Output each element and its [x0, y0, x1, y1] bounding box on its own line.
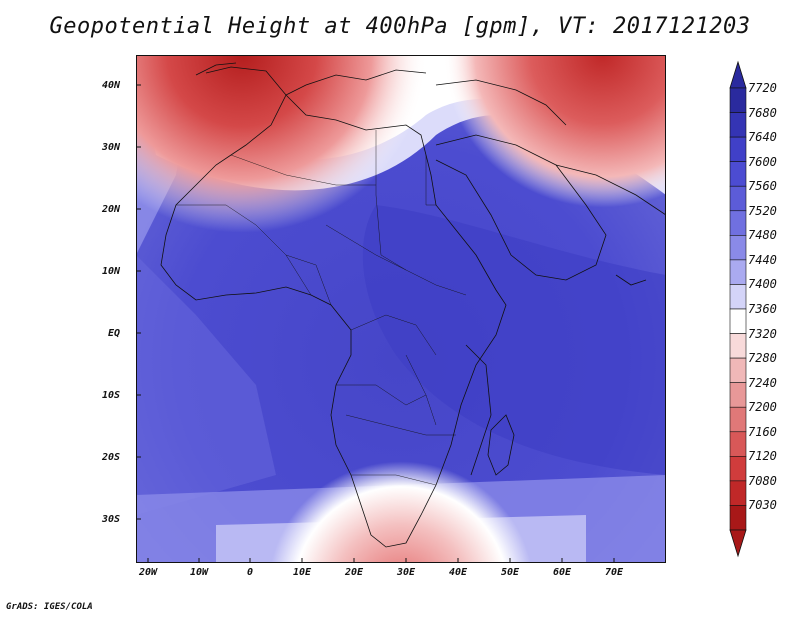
- lon-label-10e: 10E: [292, 567, 312, 578]
- map-panel: [136, 55, 666, 563]
- colorbar-level-label: 7160: [748, 424, 777, 439]
- colorbar-swatch: [729, 333, 747, 359]
- axis-ticks: [136, 84, 615, 563]
- colorbar-swatch: [729, 112, 747, 138]
- colorbar-swatch: [729, 505, 747, 531]
- colorbar-level-label: 7240: [748, 375, 777, 390]
- colorbar-swatch: [729, 161, 747, 187]
- colorbar-swatch: [729, 456, 747, 482]
- lon-label-60e: 60E: [552, 567, 572, 578]
- lon-label-30e: 30E: [396, 567, 416, 578]
- colorbar-level-label: 7560: [748, 179, 777, 194]
- colorbar-level-label: 7030: [748, 498, 777, 513]
- colorbar-level-label: 7080: [748, 473, 777, 488]
- colorbar-swatch: [729, 185, 747, 212]
- lon-label-10w: 10W: [189, 567, 209, 578]
- lon-label-40e: 40E: [448, 567, 468, 578]
- colorbar-swatch: [729, 308, 747, 334]
- colorbar: [729, 60, 747, 558]
- colorbar-level-label: 7360: [748, 302, 777, 316]
- lat-label-30n: 30N: [101, 142, 120, 153]
- country-borders: [176, 130, 467, 486]
- colorbar-swatch: [729, 406, 747, 433]
- lat-label-30s: 30S: [101, 514, 120, 525]
- colorbar-swatch: [729, 235, 747, 261]
- colorbar-level-label: 7720: [748, 81, 777, 95]
- colorbar-level-label: 7400: [748, 277, 777, 292]
- colorbar-level-label: 7600: [748, 154, 777, 169]
- colorbar-level-label: 7640: [748, 130, 777, 145]
- map-frame: [136, 55, 666, 563]
- colorbar-swatch: [729, 87, 747, 113]
- lon-label-20w: 20W: [138, 567, 158, 578]
- contour-map: [136, 55, 666, 563]
- colorbar-level-label: 7480: [748, 228, 777, 243]
- colorbar-swatch: [729, 259, 747, 285]
- colorbar-level-label: 7320: [748, 326, 777, 341]
- colorbar-swatch: [729, 210, 747, 236]
- grads-credit: GrADS: IGES/COLA: [6, 602, 93, 612]
- colorbar-level-label: 7120: [748, 449, 777, 464]
- lon-label-0: 0: [246, 567, 254, 578]
- colorbar-swatch: [729, 357, 747, 383]
- colorbar-swatch: [729, 480, 747, 506]
- colorbar-swatch: [729, 382, 747, 408]
- lat-label-40n: 40N: [101, 80, 120, 91]
- colorbar-swatch: [729, 136, 747, 162]
- lon-label-50e: 50E: [500, 567, 520, 578]
- lat-label-eq: EQ: [107, 328, 120, 339]
- colorbar-level-label: 7520: [748, 203, 777, 218]
- lat-label-10s: 10S: [101, 390, 120, 401]
- coastlines: [160, 62, 666, 548]
- colorbar-swatch: [729, 431, 747, 457]
- colorbar-level-label: 7200: [748, 400, 777, 415]
- colorbar-top-arrow: [729, 60, 747, 89]
- lon-label-70e: 70E: [604, 567, 624, 578]
- lat-label-20s: 20S: [101, 452, 120, 463]
- colorbar-level-label: 7440: [748, 252, 777, 267]
- colorbar-level-label: 7680: [748, 105, 777, 120]
- lat-label-10n: 10N: [101, 266, 120, 277]
- lon-label-20e: 20E: [344, 567, 364, 578]
- chart-title: Geopotential Height at 400hPa [gpm], VT:…: [49, 14, 751, 39]
- colorbar-level-label: 7280: [748, 351, 777, 366]
- colorbar-swatch: [729, 284, 747, 310]
- colorbar-bottom-arrow: [729, 529, 747, 558]
- lat-label-20n: 20N: [101, 204, 120, 215]
